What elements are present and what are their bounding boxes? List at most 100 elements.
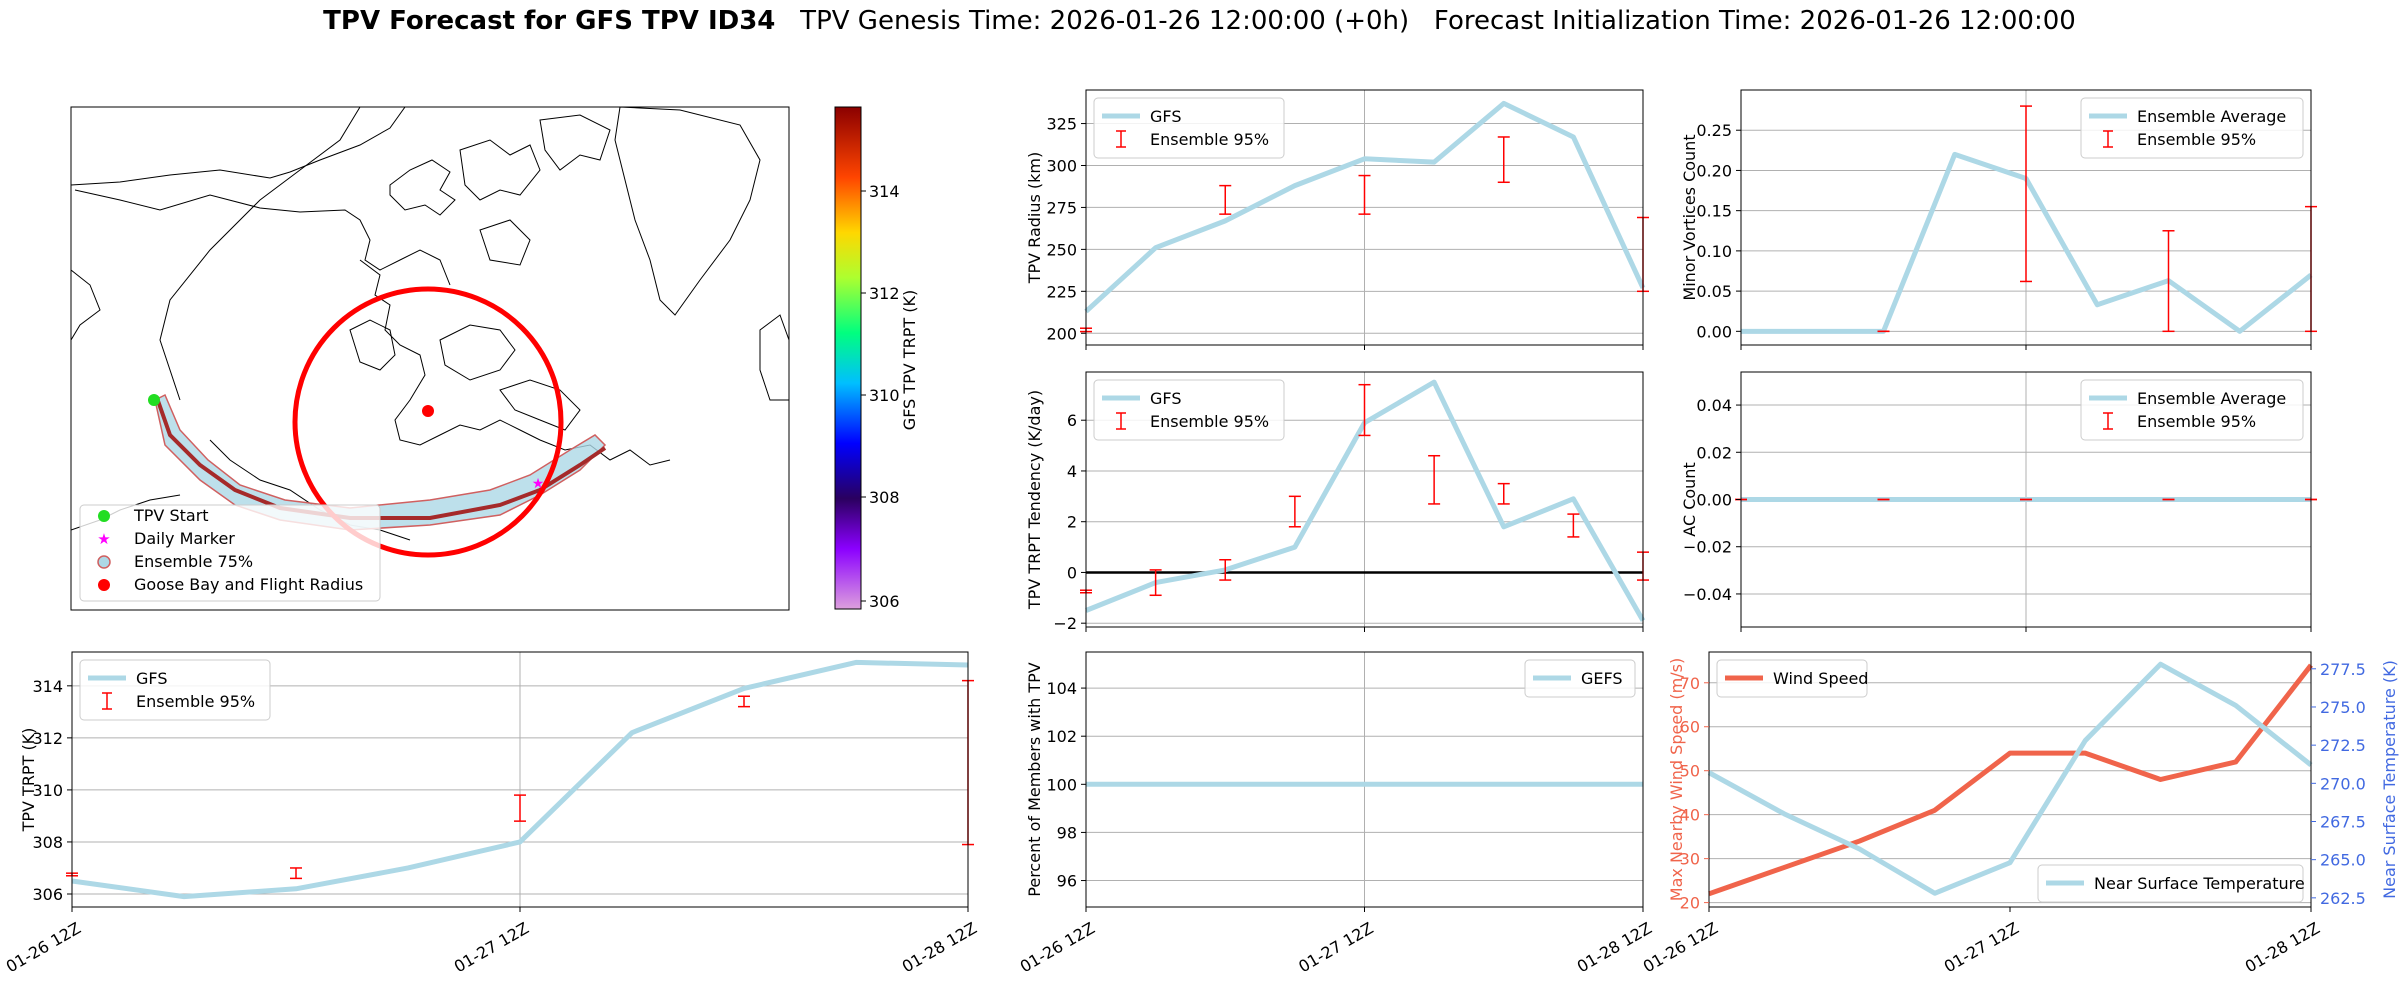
y-tick-label: 70	[1680, 674, 1700, 693]
title-rest: TPV Genesis Time: 2026-01-26 12:00:00 (+…	[775, 6, 2076, 36]
flight-radius-circle	[292, 286, 564, 558]
series-line	[1084, 100, 1646, 314]
y-tick-label: 310	[32, 781, 63, 800]
y-tick-label: 0.00	[1696, 322, 1732, 341]
series-line	[71, 659, 969, 900]
y-tick-label: 300	[1046, 156, 1077, 175]
x-tick-label: 01-28 12Z	[899, 918, 980, 976]
percent-members-chart: 96 98 100 102 104 01-26 12Z 01-27 12Z 01-28 12Z…	[1017, 651, 1655, 976]
y-tick-label: 0.05	[1696, 282, 1732, 301]
colorbar-tick: 308	[869, 488, 900, 507]
page-title: TPV Forecast for GFS TPV ID34 TPV Genesi…	[0, 6, 2399, 36]
legend-label: GFS	[1150, 389, 1181, 408]
error-bar	[1219, 184, 1232, 215]
chart-legend: GFS Ensemble 95%	[1093, 379, 1285, 441]
chart-legend: GFS Ensemble 95%	[1093, 97, 1285, 159]
y-tick-label: 98	[1057, 823, 1077, 842]
daily-marker: ★	[532, 476, 545, 492]
legend-label: GFS	[136, 669, 167, 688]
legend-daily-marker: Daily Marker	[134, 529, 235, 548]
error-bar	[2020, 105, 2032, 283]
map-panel: ★ TPV Start ★ Daily Marker Ensemble 75% …	[70, 106, 919, 611]
error-bar	[1428, 454, 1441, 505]
error-bar	[290, 867, 302, 880]
y-tick-label-right: 270.0	[2320, 774, 2366, 793]
y-tick-label: 60	[1680, 718, 1700, 737]
y-tick-label: 200	[1046, 324, 1077, 343]
y-axis-label: AC Count	[1680, 462, 1699, 536]
y-tick-label: 308	[32, 833, 63, 852]
legend-label: GEFS	[1581, 669, 1623, 688]
legend-star-icon: ★	[97, 530, 110, 548]
y-tick-label: 0.10	[1696, 242, 1732, 261]
y-tick-label: 20	[1680, 894, 1700, 913]
x-tick-label: 01-27 12Z	[1295, 918, 1376, 976]
y-tick-label: 30	[1680, 850, 1700, 869]
y-tick-label: 0.00	[1696, 491, 1732, 510]
error-bar	[514, 794, 526, 822]
legend-errorbar-icon	[2103, 412, 2113, 430]
y-tick-label: 225	[1046, 282, 1077, 301]
y-tick-label-right: 277.5	[2320, 660, 2366, 679]
y-axis-label-right: Near Surface Temperature (K)	[2380, 660, 2399, 899]
legend-label: Ensemble 95%	[1150, 130, 1269, 149]
chart-legend: Ensemble Average Ensemble 95%	[2080, 97, 2304, 159]
colorbar-label: GFS TPV TRPT (K)	[900, 290, 919, 430]
tendency-chart: −2 0 2 4 6 TPV TRPT Tendency (K/day) GFS Ensemb…	[1025, 371, 1649, 633]
y-tick-label: 325	[1046, 115, 1077, 134]
x-tick-label: 01-26 12Z	[1017, 918, 1098, 976]
error-bar	[1288, 495, 1301, 528]
y-tick-label: 0.04	[1696, 396, 1732, 415]
x-tick-label: 01-28 12Z	[1574, 918, 1655, 976]
error-bar	[1358, 174, 1371, 215]
title-bold: TPV Forecast for GFS TPV ID34	[323, 6, 776, 36]
series-line	[1707, 661, 2313, 896]
chart-legend: GFS Ensemble 95%	[79, 659, 271, 721]
series-line	[1708, 663, 2313, 897]
colorbar-tick: 312	[869, 284, 900, 303]
y-tick-label: −0.02	[1683, 538, 1732, 557]
map-coastlines	[71, 107, 789, 541]
y-axis-label: Max Nearby Wind Speed (m/s)	[1667, 658, 1686, 901]
legend-goose-bay: Goose Bay and Flight Radius	[134, 575, 363, 594]
legend-goose-bay-icon	[98, 579, 110, 591]
chart-legend: Wind Speed	[1716, 659, 1868, 698]
x-tick-label: 01-26 12Z	[3, 918, 84, 976]
trpt-chart: 306 308 310 312 314 01-26 12Z 01-27 12Z 01-28 1…	[3, 651, 980, 976]
legend-errorbar-icon	[1116, 412, 1126, 430]
legend-label: Ensemble 95%	[136, 692, 255, 711]
y-tick-label: −0.04	[1683, 585, 1732, 604]
chart-legend: GEFS	[1524, 659, 1636, 698]
y-tick-label: 4	[1067, 462, 1077, 481]
y-tick-label-right: 272.5	[2320, 736, 2366, 755]
legend-label: Near Surface Temperature	[2094, 874, 2305, 893]
legend-label: Ensemble Average	[2137, 389, 2286, 408]
legend-errorbar-icon	[102, 692, 112, 710]
error-bar	[1497, 482, 1510, 505]
y-tick-label: 314	[32, 677, 63, 696]
y-tick-label: 0.15	[1696, 202, 1732, 221]
error-bar	[1567, 513, 1580, 538]
error-bar	[1219, 559, 1232, 581]
x-tick-label: 01-27 12Z	[1941, 918, 2022, 976]
y-axis-label: Percent of Members with TPV	[1025, 662, 1044, 896]
y-tick-label: 100	[1046, 775, 1077, 794]
x-tick-label: 01-28 12Z	[2242, 918, 2323, 976]
colorbar-tick: 314	[869, 182, 900, 201]
tpv-start-marker	[148, 394, 160, 406]
y-tick-label-right: 275.0	[2320, 698, 2366, 717]
legend-errorbar-icon	[2103, 130, 2113, 148]
y-tick-label: 312	[32, 729, 63, 748]
y-tick-label: 40	[1680, 806, 1700, 825]
legend-tpv-start: TPV Start	[133, 506, 209, 525]
legend-label: Ensemble 95%	[2137, 130, 2256, 149]
legend-label: Ensemble 95%	[1150, 412, 1269, 431]
y-tick-label: 104	[1046, 679, 1077, 698]
colorbar-ticks: 314 312 310 308 306	[861, 182, 900, 611]
map-legend: TPV Start ★ Daily Marker Ensemble 75% Go…	[79, 504, 381, 602]
y-tick-label: 0.20	[1696, 161, 1732, 180]
legend-tpv-start-icon	[98, 510, 110, 522]
legend-label: Wind Speed	[1773, 669, 1868, 688]
